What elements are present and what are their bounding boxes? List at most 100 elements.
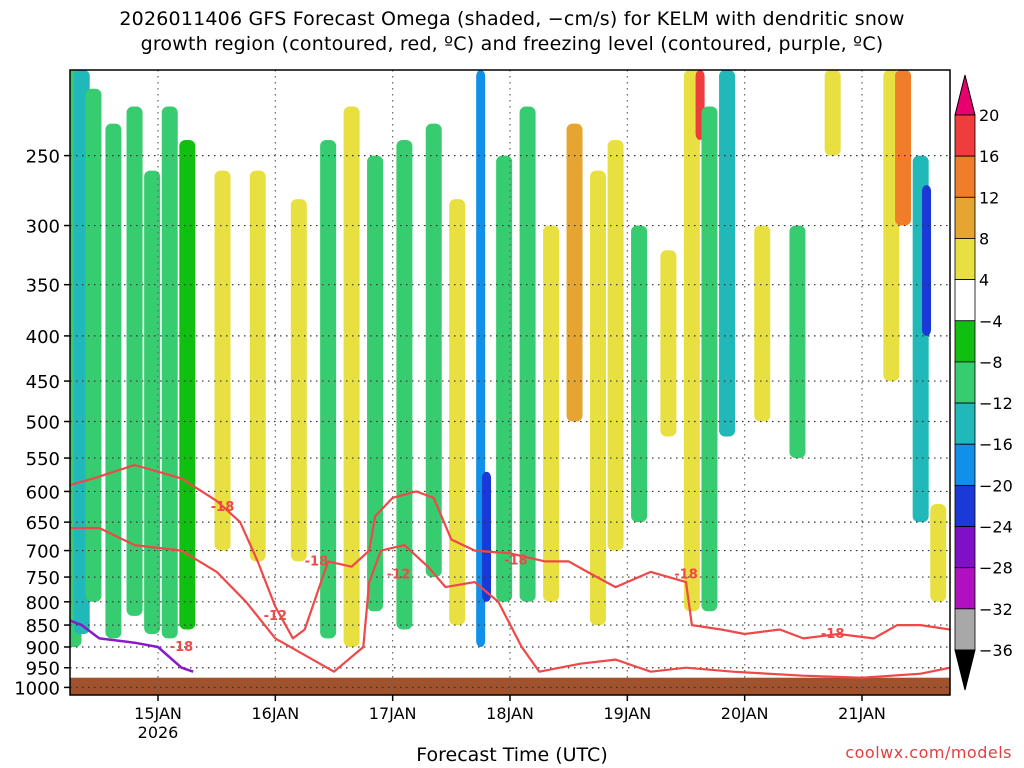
- omega-cell: [683, 70, 700, 612]
- colorbar-label: −24: [979, 518, 1013, 537]
- omega-cell: [930, 504, 947, 602]
- y-tick-label: 350: [26, 276, 60, 297]
- x-tick-label: 20JAN: [721, 704, 769, 723]
- omega-cell: [320, 139, 337, 639]
- contour-label: -18: [211, 500, 235, 515]
- y-tick-label: 700: [26, 542, 60, 563]
- freezing-level-contour: [70, 619, 194, 673]
- omega-cell: [367, 155, 384, 612]
- omega-cell: [590, 170, 606, 626]
- colorbar-box: [954, 526, 976, 569]
- x-tick-label: 16JAN: [251, 704, 299, 723]
- omega-cell: [249, 170, 266, 562]
- omega-cell: [566, 123, 583, 422]
- omega-cell: [179, 139, 196, 630]
- colorbar-label: −28: [979, 559, 1013, 578]
- x-axis-label: Forecast Time (UTC): [416, 744, 608, 766]
- omega-shading-layer: [70, 70, 947, 647]
- colorbar-box: [954, 443, 976, 486]
- colorbar-top-arrow: [954, 74, 976, 116]
- y-tick-label: 900: [26, 638, 60, 659]
- omega-cell: [719, 70, 736, 437]
- contour-label: -18: [305, 554, 329, 569]
- x-tick-label: 17JAN: [369, 704, 417, 723]
- omega-cell: [214, 170, 231, 551]
- chart-title-line2: growth region (contoured, red, ºC) and f…: [140, 33, 884, 55]
- colorbar-box: [954, 567, 976, 610]
- x-tick-label: 15JAN: [134, 704, 182, 723]
- contour-label: -18: [504, 553, 528, 568]
- terrain-fill: [70, 677, 950, 695]
- colorbar-label: 16: [979, 147, 999, 166]
- omega-cell: [449, 199, 466, 626]
- y-tick-label: 650: [26, 513, 60, 534]
- y-tick-label: 300: [26, 217, 60, 238]
- colorbar-bottom-arrow: [954, 649, 976, 691]
- y-tick-label: 400: [26, 327, 60, 348]
- omega-cell: [126, 106, 143, 616]
- colorbar-box: [954, 484, 976, 527]
- colorbar-label: −36: [979, 641, 1013, 660]
- omega-cell: [85, 88, 102, 602]
- grid-layer: [70, 70, 950, 695]
- colorbar-label: 8: [979, 229, 989, 248]
- omega-cell: [519, 106, 536, 602]
- omega-cell: [496, 155, 513, 602]
- omega-cell: [789, 225, 806, 459]
- omega-cell: [660, 250, 677, 437]
- colorbar-label: 12: [979, 188, 999, 207]
- terrain-layer: [70, 677, 950, 695]
- omega-cell: [701, 106, 718, 612]
- y-tick-label: 750: [26, 568, 60, 589]
- colorbar-label: −4: [979, 312, 1003, 331]
- y-tick-label: 850: [26, 616, 60, 637]
- colorbar-label: −8: [979, 353, 1003, 372]
- chart-title-line1: 2026011406 GFS Forecast Omega (shaded, −…: [119, 8, 905, 30]
- colorbar-box: [954, 114, 976, 157]
- colorbar-box: [954, 608, 976, 651]
- omega-cell: [754, 225, 771, 422]
- omega-cell: [425, 123, 442, 578]
- colorbar-box: [954, 238, 976, 281]
- dgz-contour-lower: [70, 526, 950, 679]
- x-tick-label: 21JAN: [838, 704, 886, 723]
- omega-cell: [290, 199, 307, 562]
- y-tick-label: 250: [26, 147, 60, 168]
- omega-cell: [144, 170, 161, 634]
- x-tick-sublabel: 2026: [138, 723, 179, 742]
- omega-cell: [543, 225, 560, 602]
- y-tick-label: 800: [26, 593, 60, 614]
- omega-cell: [482, 471, 492, 602]
- axes-layer: 2503003504004505005506006507007508008509…: [14, 69, 951, 742]
- omega-cell: [396, 139, 413, 630]
- y-tick-label: 600: [26, 482, 60, 503]
- colorbar-label: −16: [979, 435, 1013, 454]
- colorbar-box: [954, 155, 976, 198]
- x-tick-label: 19JAN: [603, 704, 651, 723]
- contour-layer: -18 -18 -12 -18 -12 -18 -18 -18: [70, 463, 950, 679]
- y-tick-label: 500: [26, 413, 60, 434]
- x-tick-label: 18JAN: [486, 704, 534, 723]
- colorbar-box: [954, 320, 976, 363]
- colorbar-label: 20: [979, 106, 999, 125]
- y-tick-label: 1000: [14, 678, 60, 699]
- omega-cell: [631, 225, 648, 523]
- omega-cell: [824, 70, 841, 156]
- contour-label: -18: [170, 640, 194, 655]
- y-tick-label: 950: [26, 659, 60, 680]
- colorbar-label: 4: [979, 271, 989, 290]
- colorbar-label: −12: [979, 394, 1013, 413]
- contour-label: -18: [821, 627, 845, 642]
- colorbar-box: [954, 196, 976, 239]
- contour-label: -12: [387, 567, 411, 582]
- colorbar: 20 16 12 8 4 −4 −8 −12 −16 −20 −24 −28 −32 −36: [954, 74, 1013, 691]
- omega-cell: [607, 139, 624, 551]
- colorbar-box: [954, 361, 976, 404]
- omega-cell: [343, 106, 360, 647]
- contour-label: -12: [264, 609, 288, 624]
- y-tick-label: 450: [26, 372, 60, 393]
- omega-cell: [922, 185, 932, 336]
- colorbar-box: [954, 279, 976, 322]
- colorbar-label: −20: [979, 476, 1013, 495]
